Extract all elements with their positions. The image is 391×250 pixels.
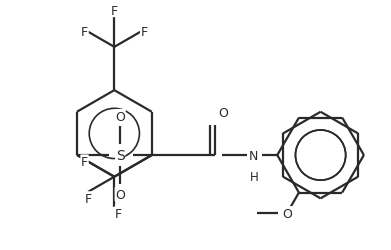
Text: O: O (115, 110, 125, 123)
Text: N: N (249, 149, 258, 162)
Text: O: O (115, 188, 125, 201)
Text: F: F (84, 192, 91, 205)
Text: O: O (282, 207, 292, 220)
Text: S: S (116, 148, 124, 162)
Text: F: F (141, 26, 148, 39)
Text: F: F (111, 4, 118, 18)
Text: F: F (114, 207, 122, 220)
Text: F: F (81, 26, 88, 39)
Text: H: H (250, 170, 259, 183)
Text: F: F (81, 156, 88, 168)
Text: O: O (219, 107, 228, 120)
